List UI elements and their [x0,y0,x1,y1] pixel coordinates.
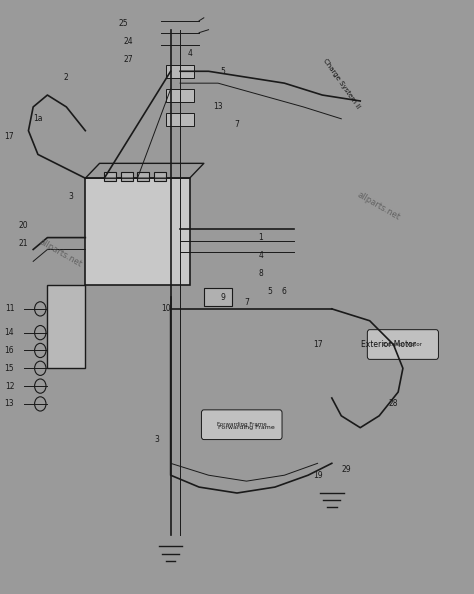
Text: 24: 24 [123,37,133,46]
Text: Forwarding Frame: Forwarding Frame [217,422,266,427]
Bar [85,178,190,285]
Bar [166,65,194,78]
Text: 25: 25 [118,19,128,29]
Text: allparts.net: allparts.net [356,190,401,222]
Text: 1: 1 [258,233,263,242]
Bar [47,285,85,368]
Text: 13: 13 [5,399,14,409]
Text: 19: 19 [313,470,322,480]
Text: 1a: 1a [33,114,43,124]
Text: 7: 7 [244,298,249,308]
Text: Forwarding Frame: Forwarding Frame [218,425,275,430]
Text: Exterior Motor: Exterior Motor [361,340,416,349]
Bar [137,172,149,181]
Text: 29: 29 [341,465,351,474]
Text: Charge System II: Charge System II [322,57,361,109]
Text: 4: 4 [258,251,263,260]
Text: 13: 13 [213,102,223,112]
Text: 17: 17 [5,132,14,141]
Text: 10: 10 [161,304,171,314]
Text: 9: 9 [220,292,225,302]
Text: 14: 14 [5,328,14,337]
Text: 3: 3 [69,191,73,201]
Text: 20: 20 [19,221,28,230]
Bar [154,172,166,181]
Bar [166,113,194,126]
Text: 21: 21 [19,239,28,248]
Text: Exterior Motor: Exterior Motor [383,342,422,347]
Text: 2: 2 [64,72,69,82]
Text: 17: 17 [313,340,322,349]
FancyBboxPatch shape [201,410,282,440]
Text: 5: 5 [268,286,273,296]
Text: 6: 6 [282,286,287,296]
Text: 4: 4 [187,49,192,58]
Bar [104,172,116,181]
Text: 5: 5 [220,67,225,76]
Text: 11: 11 [5,304,14,314]
Text: 3: 3 [154,435,159,444]
Text: 16: 16 [5,346,14,355]
FancyBboxPatch shape [367,330,438,359]
Text: 27: 27 [123,55,133,64]
Bar [204,288,232,306]
Text: 28: 28 [389,399,398,409]
Text: 12: 12 [5,381,14,391]
Bar [166,89,194,102]
Text: 8: 8 [258,268,263,278]
Text: 7: 7 [235,120,239,129]
Text: 15: 15 [5,364,14,373]
Text: allparts.net: allparts.net [38,238,84,269]
Bar [121,172,133,181]
